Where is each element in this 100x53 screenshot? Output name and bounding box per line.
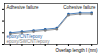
svg-text:Overlap length l (nm): Overlap length l (nm): [55, 48, 98, 53]
svg-text:Cohesive failure: Cohesive failure: [63, 5, 96, 10]
svg-text:epoxy/SWCNT/epoxy: epoxy/SWCNT/epoxy: [7, 39, 51, 44]
svg-text:Adhesive failure: Adhesive failure: [7, 5, 40, 10]
svg-text:epoxy/CNT/epoxy: epoxy/CNT/epoxy: [6, 33, 43, 39]
